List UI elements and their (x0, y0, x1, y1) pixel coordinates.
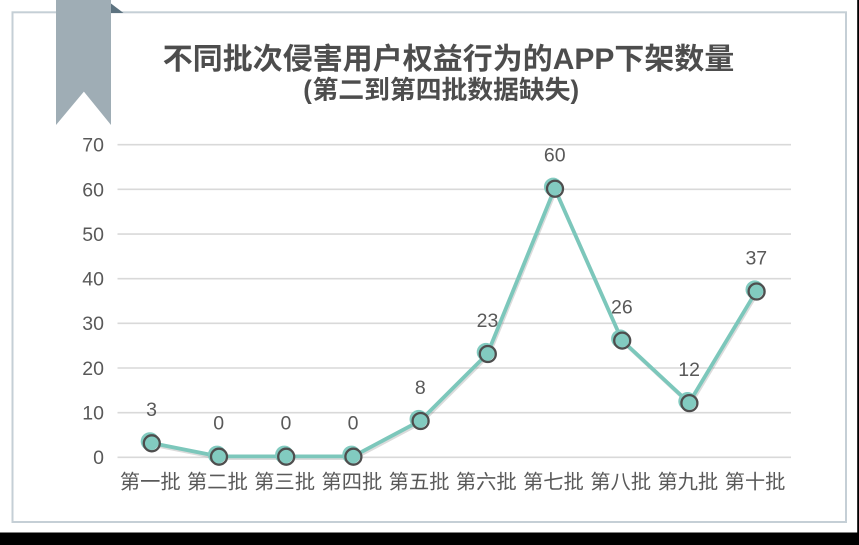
svg-text:0: 0 (93, 447, 104, 469)
svg-text:30: 30 (82, 313, 104, 335)
svg-text:70: 70 (82, 135, 104, 157)
svg-text:3: 3 (146, 399, 157, 421)
svg-text:(: ( (303, 77, 312, 105)
svg-text:60: 60 (544, 145, 566, 167)
svg-text:8: 8 (415, 377, 426, 399)
svg-text:20: 20 (82, 358, 104, 380)
svg-text:APP: APP (553, 43, 615, 76)
svg-text:23: 23 (477, 310, 499, 332)
svg-text:0: 0 (280, 413, 291, 435)
svg-text:60: 60 (82, 179, 104, 201)
svg-text:12: 12 (678, 359, 700, 381)
svg-text:50: 50 (82, 224, 104, 246)
svg-text:37: 37 (745, 247, 767, 269)
svg-text:0: 0 (213, 413, 224, 435)
svg-text:0: 0 (348, 413, 359, 435)
svg-text:): ) (571, 77, 580, 105)
svg-text:26: 26 (611, 296, 633, 318)
svg-text:40: 40 (82, 269, 104, 291)
svg-text:10: 10 (82, 403, 104, 425)
